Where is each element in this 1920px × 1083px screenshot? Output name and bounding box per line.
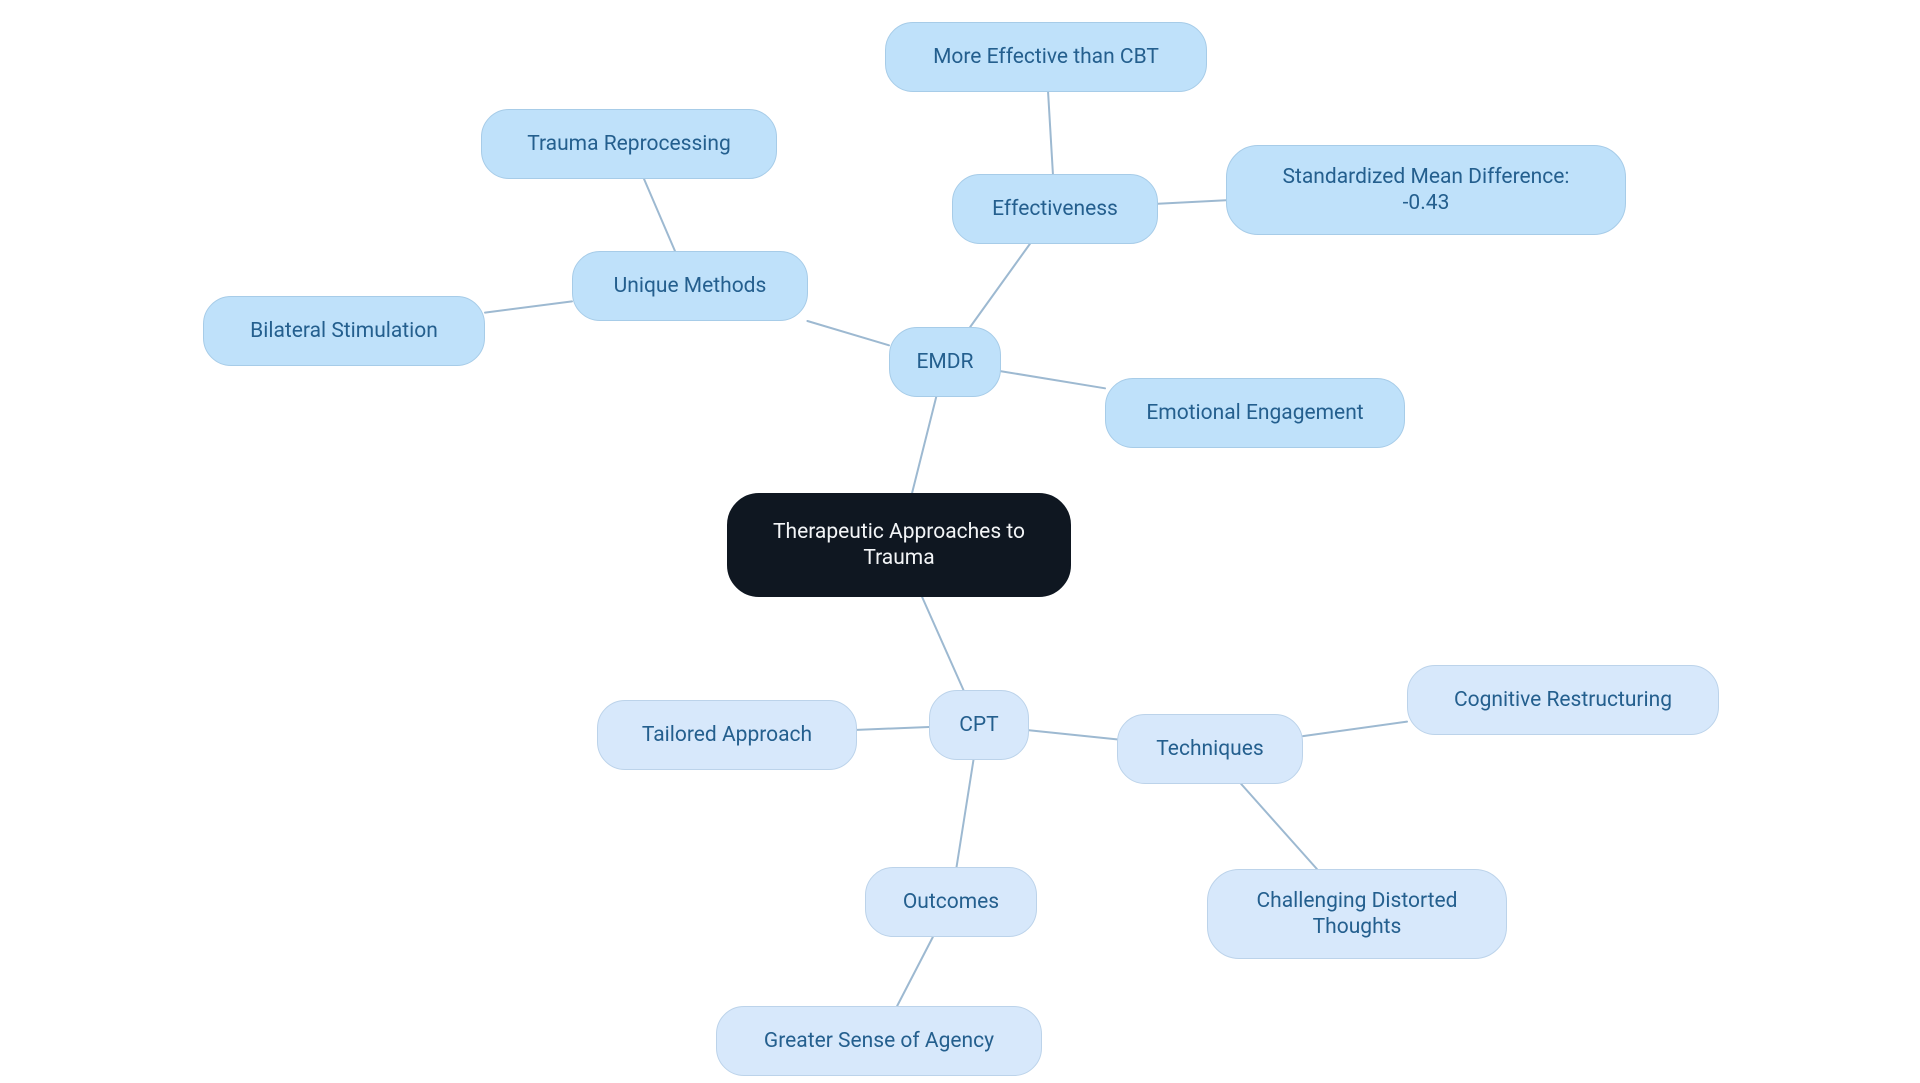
node-emdr_unique: Unique Methods: [572, 251, 808, 321]
node-label: Tailored Approach: [642, 722, 812, 748]
node-label: Therapeutic Approaches to Trauma: [764, 519, 1034, 572]
node-emdr_unique_trauma: Trauma Reprocessing: [481, 109, 777, 179]
edge: [1029, 730, 1117, 739]
edge: [857, 727, 929, 730]
edge: [1158, 200, 1226, 203]
node-emdr_eff_smd: Standardized Mean Difference: -0.43: [1226, 145, 1626, 235]
edge: [1048, 92, 1053, 174]
edge: [1303, 722, 1407, 736]
edge: [970, 244, 1030, 327]
edge: [1001, 371, 1105, 388]
node-cpt_out: Outcomes: [865, 867, 1037, 937]
edge: [644, 179, 675, 251]
node-cpt_tech: Techniques: [1117, 714, 1303, 784]
edge: [912, 397, 936, 493]
node-label: Greater Sense of Agency: [764, 1028, 994, 1054]
node-label: More Effective than CBT: [933, 44, 1159, 70]
node-label: CPT: [959, 712, 998, 738]
edge: [807, 321, 889, 345]
node-label: Cognitive Restructuring: [1454, 687, 1672, 713]
node-cpt_tech_chal: Challenging Distorted Thoughts: [1207, 869, 1507, 959]
node-label: Emotional Engagement: [1146, 400, 1363, 426]
node-label: Standardized Mean Difference: -0.43: [1263, 164, 1589, 217]
edge: [922, 597, 963, 690]
node-emdr_emotional: Emotional Engagement: [1105, 378, 1405, 448]
node-label: Challenging Distorted Thoughts: [1254, 888, 1460, 941]
node-cpt_out_agency: Greater Sense of Agency: [716, 1006, 1042, 1076]
mindmap-canvas: Therapeutic Approaches to Trauma EMDR Emot…: [0, 0, 1920, 1083]
node-emdr_unique_bilateral: Bilateral Stimulation: [203, 296, 485, 366]
node-label: Unique Methods: [614, 273, 767, 299]
node-label: Trauma Reprocessing: [527, 131, 731, 157]
node-emdr_eff_more: More Effective than CBT: [885, 22, 1207, 92]
node-label: Techniques: [1156, 736, 1263, 762]
node-label: Effectiveness: [992, 196, 1118, 222]
node-label: EMDR: [917, 349, 974, 375]
node-root: Therapeutic Approaches to Trauma: [727, 493, 1071, 597]
edge: [897, 937, 933, 1006]
edge: [1241, 784, 1317, 869]
node-cpt_tailored: Tailored Approach: [597, 700, 857, 770]
node-label: Outcomes: [903, 889, 999, 915]
node-cpt: CPT: [929, 690, 1029, 760]
node-emdr_eff: Effectiveness: [952, 174, 1158, 244]
node-emdr: EMDR: [889, 327, 1001, 397]
node-cpt_tech_cog: Cognitive Restructuring: [1407, 665, 1719, 735]
node-label: Bilateral Stimulation: [250, 318, 438, 344]
edge: [485, 301, 572, 312]
edge: [957, 760, 974, 867]
